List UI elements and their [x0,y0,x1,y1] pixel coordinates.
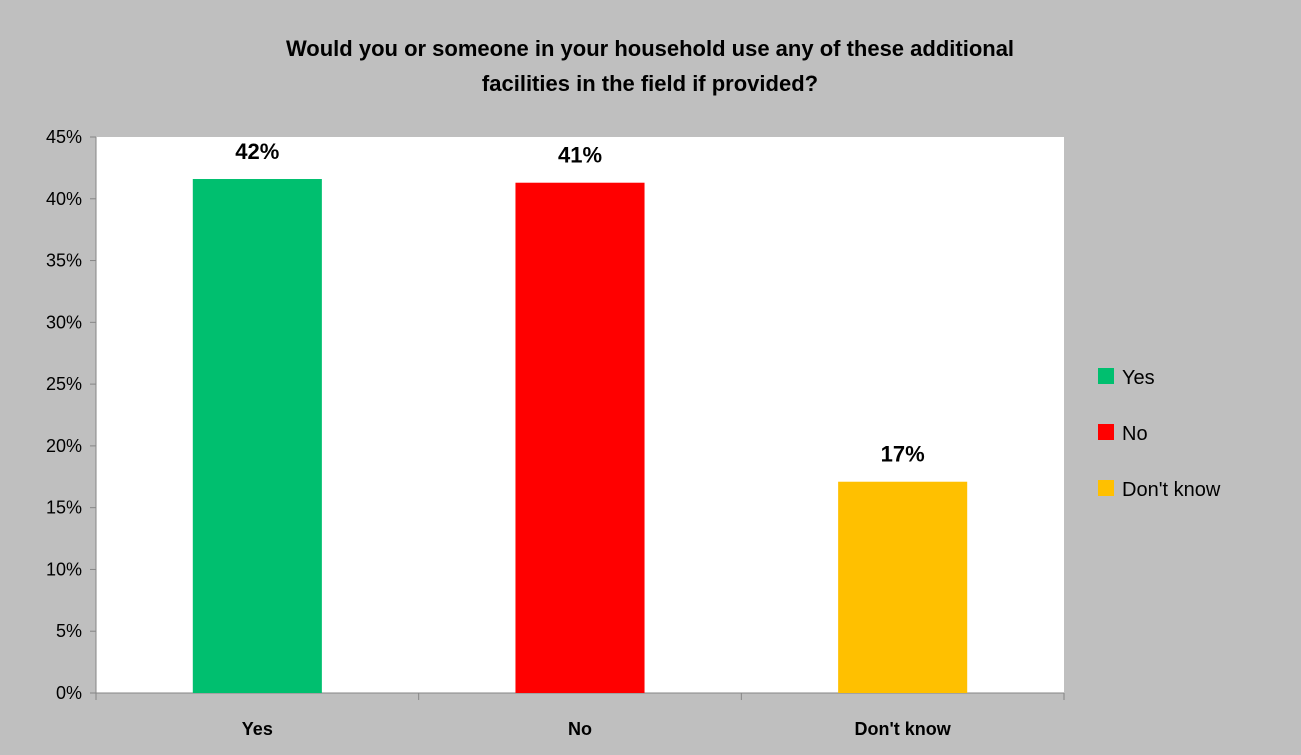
y-tick-label: 20% [46,436,82,456]
y-tick-label: 25% [46,374,82,394]
y-tick-label: 0% [56,683,82,703]
data-label: 42% [235,139,279,164]
y-tick-label: 15% [46,498,82,518]
y-tick-label: 45% [46,127,82,147]
bar [515,182,645,693]
y-tick-label: 30% [46,312,82,332]
legend-swatch [1098,424,1114,440]
chart-title-line-1: Would you or someone in your household u… [286,36,1014,61]
legend-label: Yes [1122,367,1155,389]
legend-swatch [1098,368,1114,384]
legend: Yes No Don't know [1098,367,1221,501]
y-tick-label: 40% [46,189,82,209]
x-tick-label: Don't know [855,719,952,739]
y-tick-label: 35% [46,251,82,271]
y-tick-label: 5% [56,621,82,641]
legend-label: No [1122,423,1148,445]
x-tick-label: Yes [242,719,273,739]
data-label: 41% [558,143,602,168]
data-label: 17% [881,442,925,467]
bars [192,179,968,693]
legend-label: Don't know [1122,479,1221,501]
bar [192,179,322,693]
legend-swatch [1098,480,1114,496]
bar [838,481,968,693]
x-tick-label: No [568,719,592,739]
y-tick-label: 10% [46,559,82,579]
chart-title-line-2: facilities in the field if provided? [482,71,818,96]
data-labels: 42% 41% 17% [235,139,924,467]
